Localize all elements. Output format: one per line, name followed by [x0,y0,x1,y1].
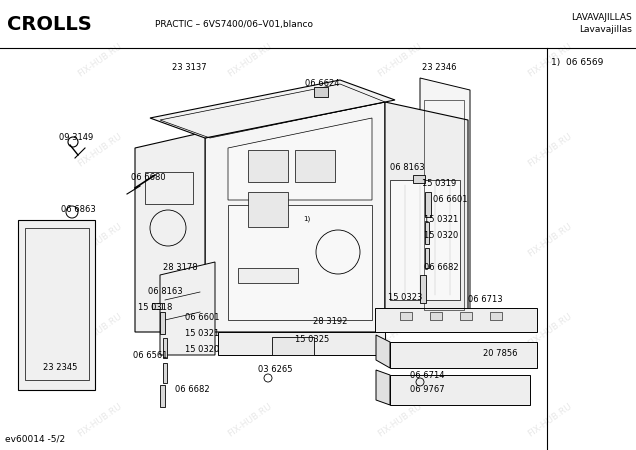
Text: 06 6682: 06 6682 [424,264,459,273]
Text: 06 6714: 06 6714 [410,370,445,379]
Polygon shape [228,205,372,320]
Text: 15 0320: 15 0320 [424,231,459,240]
Text: 03 6265: 03 6265 [258,365,293,374]
Text: FIX-HUB.RU: FIX-HUB.RU [377,221,424,258]
Bar [145,172,193,204]
Bar [295,150,335,182]
Bar [390,180,460,300]
Text: 06 6624: 06 6624 [305,78,340,87]
Text: 06 6682: 06 6682 [175,386,210,395]
Text: FIX-HUB.RU: FIX-HUB.RU [526,131,574,168]
Bar [430,312,442,320]
Bar [160,312,165,334]
Bar [160,385,165,407]
Text: 1): 1) [303,215,310,221]
Text: FIX-HUB.RU: FIX-HUB.RU [526,221,574,258]
Bar [424,100,464,310]
Text: ev60014 -5/2: ev60014 -5/2 [5,435,65,444]
Text: FIX-HUB.RU: FIX-HUB.RU [226,41,273,78]
Bar [413,175,425,183]
Text: FIX-HUB.RU: FIX-HUB.RU [526,311,574,348]
Text: PRACTIC – 6VS7400/06–V01,blanco: PRACTIC – 6VS7400/06–V01,blanco [155,21,313,30]
Polygon shape [205,102,385,332]
Text: 15 0319: 15 0319 [422,179,456,188]
Text: 06 6561: 06 6561 [133,351,167,360]
Text: 06 9767: 06 9767 [410,386,445,395]
Text: FIX-HUB.RU: FIX-HUB.RU [226,221,273,258]
Polygon shape [218,332,385,355]
Text: 1)  06 6569: 1) 06 6569 [551,58,604,67]
Text: 15 0318: 15 0318 [138,303,172,312]
Polygon shape [390,342,537,368]
Text: 28 3178: 28 3178 [163,264,198,273]
Text: LAVAVAJILLAS: LAVAVAJILLAS [571,14,632,22]
Text: FIX-HUB.RU: FIX-HUB.RU [526,401,574,438]
Text: FIX-HUB.RU: FIX-HUB.RU [377,401,424,438]
Text: FIX-HUB.RU: FIX-HUB.RU [76,401,124,438]
Polygon shape [228,118,372,200]
Polygon shape [376,370,390,405]
Text: FIX-HUB.RU: FIX-HUB.RU [76,131,124,168]
Bar [420,275,426,303]
Polygon shape [160,262,215,355]
Text: FIX-HUB.RU: FIX-HUB.RU [76,221,124,258]
Polygon shape [376,335,390,368]
Text: 06 6680: 06 6680 [131,174,165,183]
Text: 28 3192: 28 3192 [313,318,347,327]
Polygon shape [420,78,470,320]
Text: 15 0320: 15 0320 [185,345,219,354]
Text: 09 3149: 09 3149 [59,134,93,143]
Text: FIX-HUB.RU: FIX-HUB.RU [377,41,424,78]
Text: CROLLS: CROLLS [7,15,92,35]
Polygon shape [18,220,95,390]
Bar [314,87,328,97]
Text: 15 0325: 15 0325 [295,336,329,345]
Polygon shape [390,375,530,405]
Text: 06 6713: 06 6713 [468,296,502,305]
Text: 23 3137: 23 3137 [172,63,207,72]
Bar [163,338,167,358]
Bar [425,192,431,217]
Bar [152,303,162,309]
Text: 20 7856: 20 7856 [483,348,518,357]
Text: FIX-HUB.RU: FIX-HUB.RU [226,401,273,438]
Text: 06 8163: 06 8163 [148,288,183,297]
Text: FIX-HUB.RU: FIX-HUB.RU [76,311,124,348]
Bar [400,312,412,320]
Bar [460,312,472,320]
Bar [238,268,298,283]
Polygon shape [150,80,395,138]
Bar [272,337,314,355]
Text: 15 0323: 15 0323 [388,293,422,302]
Text: 06 6863: 06 6863 [61,206,96,215]
Bar [425,222,429,244]
Bar [163,363,167,383]
Text: 06 6601: 06 6601 [185,314,219,323]
Text: 06 8163: 06 8163 [390,163,425,172]
Polygon shape [135,132,205,332]
Text: FIX-HUB.RU: FIX-HUB.RU [526,41,574,78]
Polygon shape [385,102,468,332]
Text: Lavavajillas: Lavavajillas [579,26,632,35]
Text: FIX-HUB.RU: FIX-HUB.RU [226,311,273,348]
Text: 15 0321: 15 0321 [185,329,219,338]
Bar [248,192,288,227]
Text: 23 2346: 23 2346 [422,63,457,72]
Text: 15 0321: 15 0321 [424,216,459,225]
Bar [25,228,89,380]
Polygon shape [375,308,537,332]
Bar [490,312,502,320]
Text: FIX-HUB.RU: FIX-HUB.RU [76,41,124,78]
Text: FIX-HUB.RU: FIX-HUB.RU [226,131,273,168]
Text: FIX-HUB.RU: FIX-HUB.RU [377,311,424,348]
Polygon shape [222,112,378,325]
Text: 06 6601: 06 6601 [433,195,467,204]
Text: FIX-HUB.RU: FIX-HUB.RU [377,131,424,168]
Text: 23 2345: 23 2345 [43,364,78,373]
Bar [425,248,429,268]
Bar [248,150,288,182]
